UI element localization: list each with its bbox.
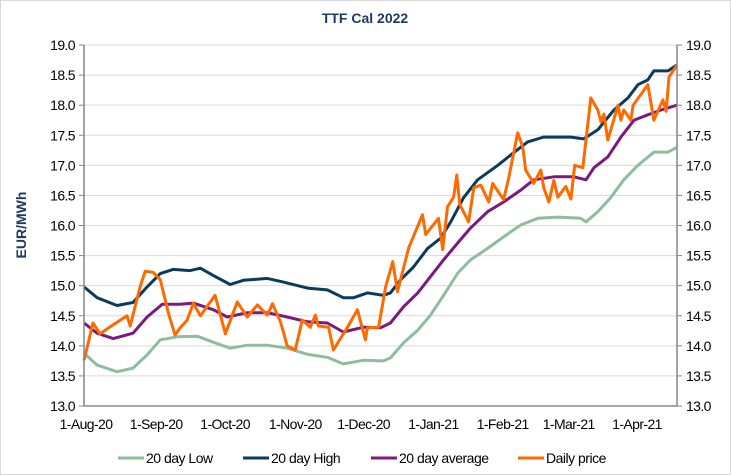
y2-tick-label: 15.0: [686, 278, 712, 294]
y-tick-label: 18.5: [50, 67, 76, 83]
y2-tick-label: 18.5: [686, 67, 712, 83]
y-tick-label: 13.0: [50, 398, 76, 414]
series-line-20-day-average: [83, 103, 678, 341]
x-tick-label: 1-Aug-20: [60, 416, 114, 432]
series-line-20-day-high: [83, 63, 678, 307]
y2-tick-label: 13.5: [686, 368, 712, 384]
y-tick-label: 17.0: [50, 157, 76, 173]
legend-label: 20 day average: [399, 450, 489, 466]
x-tick-label: 1-Oct-20: [200, 416, 250, 432]
y2-tick-label: 16.5: [686, 187, 712, 203]
y2-tick-label: 16.0: [686, 218, 712, 234]
legend-label: 20 day Low: [146, 450, 214, 466]
y-tick-label: 13.5: [50, 368, 76, 384]
x-tick-label: 1-Jan-21: [408, 416, 459, 432]
x-tick-label: 1-Dec-20: [337, 416, 391, 432]
y-tick-label: 16.5: [50, 187, 76, 203]
y2-tick-label: 19.0: [686, 37, 712, 53]
series-line-daily-price: [82, 64, 679, 361]
y-tick-label: 16.0: [50, 218, 76, 234]
y2-tick-label: 17.5: [686, 127, 712, 143]
y2-tick-label: 17.0: [686, 157, 712, 173]
legend-item: 20 day High: [243, 450, 341, 466]
x-tick-label: 1-Sep-20: [130, 416, 184, 432]
y2-tick-label: 15.5: [686, 248, 712, 264]
legend-item: Daily price: [518, 450, 607, 466]
y-tick-label: 18.0: [50, 97, 76, 113]
y2-tick-label: 13.0: [686, 398, 712, 414]
y-axis-label: EUR/MWh: [13, 192, 29, 259]
y2-tick-label: 18.0: [686, 97, 712, 113]
legend-label: Daily price: [546, 450, 607, 466]
x-tick-label: 1-Apr-21: [612, 416, 662, 432]
legend-label: 20 day High: [271, 450, 340, 466]
x-tick-label: 1-Feb-21: [477, 416, 530, 432]
y-tick-label: 19.0: [50, 37, 76, 53]
x-tick-label: 1-Mar-21: [543, 416, 596, 432]
y-tick-label: 14.5: [50, 308, 76, 324]
series-line-20-day-low: [82, 145, 678, 374]
y2-tick-label: 14.5: [686, 308, 712, 324]
legend-item: 20 day average: [371, 450, 490, 466]
y2-tick-label: 14.0: [686, 338, 712, 354]
y-tick-label: 15.0: [50, 278, 76, 294]
y-tick-label: 15.5: [50, 248, 76, 264]
y-tick-label: 14.0: [50, 338, 76, 354]
legend-item: 20 day Low: [118, 450, 214, 466]
y-tick-label: 17.5: [50, 127, 76, 143]
x-tick-label: 1-Nov-20: [269, 416, 323, 432]
chart-title: TTF Cal 2022: [322, 10, 409, 26]
